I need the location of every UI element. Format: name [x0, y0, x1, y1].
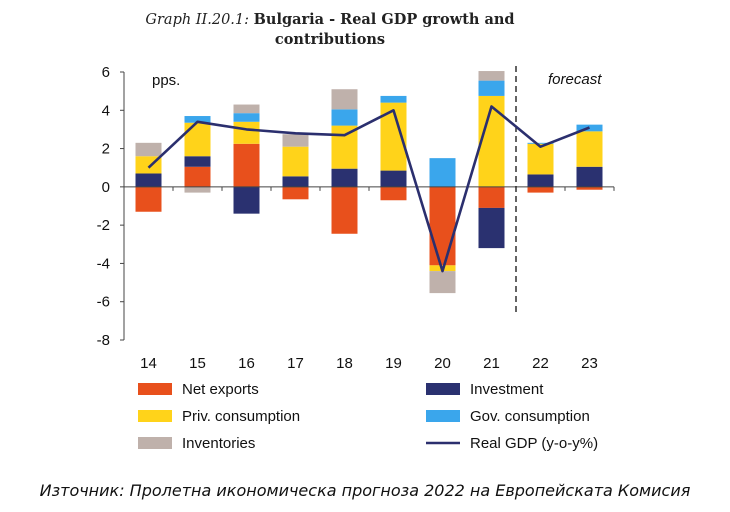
bar-gov-consumption [527, 142, 554, 144]
legend-label-gov-consumption: Gov. consumption [470, 408, 590, 425]
y-tick-label: -8 [97, 332, 110, 349]
legend-label-real-gdp-y-o-y: Real GDP (y-o-y%) [470, 435, 598, 452]
bar-inventories [233, 104, 260, 114]
bar-net-exports [380, 186, 407, 201]
bar-net-exports [527, 186, 554, 193]
bar-priv-consumption [282, 146, 309, 177]
bar-net-exports [233, 143, 260, 187]
x-tick-label: 21 [483, 355, 500, 372]
y-tick-label: 0 [102, 179, 110, 196]
bar-investment [135, 173, 162, 187]
chart-title-text: Bulgaria - Real GDP growth and contribut… [253, 11, 515, 48]
chart-canvas: -8 -6 -4 -2 0 2 4 6 14 15 16 17 18 19 20 21 22 23 pps. fore… [97, 64, 615, 452]
bar-net-exports [478, 186, 505, 208]
legend-label-net-exports: Net exports [182, 381, 259, 398]
legend-swatch-inventories [138, 437, 172, 449]
bar-priv-consumption [527, 143, 554, 175]
x-tick-label: 23 [581, 355, 598, 372]
x-tick-label: 16 [238, 355, 255, 372]
legend-swatch-priv-consumption [138, 410, 172, 422]
bar-inventories [331, 89, 358, 110]
bar-priv-consumption [233, 121, 260, 144]
x-tick-label: 22 [532, 355, 549, 372]
bar-investment [478, 207, 505, 249]
bar-investment [282, 176, 309, 187]
bar-priv-consumption [478, 95, 505, 187]
bar-net-exports [429, 186, 456, 266]
bar-net-exports [184, 166, 211, 187]
bar-gov-consumption [478, 80, 505, 96]
x-tick-label: 14 [140, 355, 157, 372]
forecast-label: forecast [548, 71, 602, 88]
bar-inventories [135, 142, 162, 157]
bar-priv-consumption [331, 125, 358, 169]
chart-title-prefix: Graph II.20.1: [145, 12, 250, 28]
bar-inventories [184, 186, 211, 193]
chart-title: Graph II.20.1: Bulgaria - Real GDP growt… [120, 10, 540, 50]
bar-net-exports [576, 186, 603, 190]
legend-swatch-net-exports [138, 383, 172, 395]
bar-net-exports [331, 186, 358, 234]
legend-swatch-investment [426, 383, 460, 395]
bar-inventories [478, 71, 505, 81]
y-tick-label: 6 [102, 64, 110, 81]
legend-label-inventories: Inventories [182, 435, 255, 452]
bar-net-exports [282, 186, 309, 200]
legend-label-priv-consumption: Priv. consumption [182, 408, 300, 425]
source-note: Източник: Пролетна икономическа прогноза… [39, 481, 691, 500]
y-tick-label: -4 [97, 255, 110, 272]
unit-label: pps. [152, 72, 180, 89]
x-tick-label: 17 [287, 355, 304, 372]
bar-gov-consumption [429, 158, 456, 187]
bar-investment [184, 156, 211, 167]
y-tick-label: 4 [102, 102, 110, 119]
bar-investment [576, 166, 603, 187]
bar-gov-consumption [331, 109, 358, 126]
bar-investment [527, 174, 554, 187]
bar-gov-consumption [380, 95, 407, 103]
x-tick-label: 20 [434, 355, 451, 372]
bar-investment [233, 186, 260, 214]
x-tick-label: 15 [189, 355, 206, 372]
legend-label-investment: Investment [470, 381, 544, 398]
bar-priv-consumption [576, 131, 603, 167]
bar-gov-consumption [184, 116, 211, 123]
x-tick-label: 19 [385, 355, 402, 372]
y-tick-label: -2 [97, 217, 110, 234]
bar-gov-consumption [233, 113, 260, 122]
bar-inventories [429, 271, 456, 294]
bar-inventories [282, 134, 309, 147]
bar-net-exports [135, 186, 162, 212]
y-tick-label: -6 [97, 294, 110, 311]
line-real-gdp [147, 105, 590, 273]
bar-investment [331, 168, 358, 187]
y-tick-label: 2 [102, 141, 110, 158]
x-tick-label: 18 [336, 355, 353, 372]
bar-investment [380, 170, 407, 187]
legend-swatch-gov-consumption [426, 410, 460, 422]
bar-priv-consumption [184, 122, 211, 157]
